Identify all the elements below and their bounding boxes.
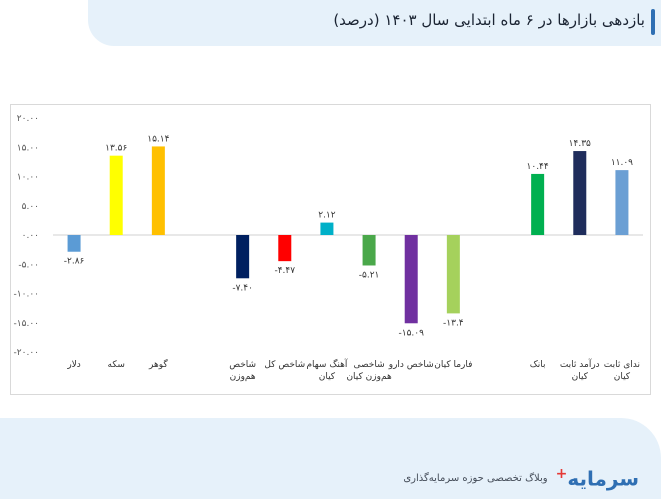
x-category-label: شاخص کل [264,360,305,370]
y-tick-label: ۵.۰۰ [22,202,39,212]
y-tick-label: -۲۰.۰۰ [14,348,39,358]
x-category-label: درآمد ثابت [560,358,600,370]
x-category-label: فارما کیان [434,360,472,370]
footer-brand: سرمایه+ وبلاگ تخصصی حوزه سرمایه‌گذاری [403,466,639,491]
x-category-label: ندای ثابت [604,360,640,370]
data-label: -۱۵.۰۹ [398,328,424,338]
data-label: ۱۵.۱۴ [147,134,169,144]
data-label: -۵.۲۱ [359,270,380,280]
data-label: ۱۱.۰۹ [611,158,633,168]
y-tick-label: ۱۵.۰۰ [17,143,39,153]
footer-banner [0,418,661,499]
bar [404,235,418,324]
brand-logo-text: سرمایه [567,466,639,491]
data-label: -۷.۴۰ [232,283,253,293]
y-tick-label: ۱۰.۰۰ [17,173,39,183]
bar [109,155,123,235]
bar [67,235,81,252]
data-label: ۱۴.۳۵ [569,139,591,149]
chart-frame: ۲۰.۰۰ ۱۵.۰۰ ۱۰.۰۰ ۵.۰۰ ۰.۰۰ -۵.۰۰ -۱۰.۰۰ -۱۵.۰۰… [10,104,651,395]
data-label: ۱۰.۴۴ [527,162,549,172]
x-category-label: بانک [530,360,546,370]
x-category-label: گوهر [148,358,168,370]
y-tick-label: -۱۰.۰۰ [14,290,39,300]
bar [236,235,250,279]
brand-logo[interactable]: سرمایه+ [556,466,639,491]
page-title: بازدهی بازارها در ۶ ماه ابتدایی سال ۱۴۰۳… [333,11,645,29]
bar [531,173,545,235]
bar [362,235,376,266]
data-label: ۱۳.۵۶ [105,144,127,154]
x-category-label: سکه [108,360,125,370]
x-category-label: کیان [614,372,631,382]
header-banner: بازدهی بازارها در ۶ ماه ابتدایی سال ۱۴۰۳… [88,0,661,46]
y-tick-label: -۱۵.۰۰ [14,319,39,329]
x-category-label: کیان [319,372,336,382]
brand-plus-icon: + [555,466,568,482]
bar-chart: ۲۰.۰۰ ۱۵.۰۰ ۱۰.۰۰ ۵.۰۰ ۰.۰۰ -۵.۰۰ -۱۰.۰۰ -۱۵.۰۰… [14,114,643,382]
x-category-label: هم‌وزن کیان [346,372,392,382]
bar [151,146,165,235]
x-category-label: دلار [66,360,81,370]
x-category-label: کیان [572,372,589,382]
data-label: ۲.۱۲ [318,211,336,221]
brand-tagline: وبلاگ تخصصی حوزه سرمایه‌گذاری [403,472,548,484]
x-category-label: شاخص [229,360,256,370]
x-category-label: آهنگ سهام [306,358,347,370]
data-label: -۴.۴۷ [274,266,295,276]
bar [573,151,587,235]
data-label: -۱۳.۴ [443,318,464,328]
header-accent-bar [651,9,655,35]
bar [320,222,334,235]
y-tick-label: ۰.۰۰ [22,231,39,241]
y-tick-label: ۲۰.۰۰ [17,114,39,124]
x-category-label: هم‌وزن [230,372,256,382]
data-label: -۲.۸۶ [64,257,85,267]
bar [615,170,629,235]
y-tick-label: -۵.۰۰ [18,260,39,270]
bar [278,235,292,262]
bar [446,235,460,314]
x-category-label: شاخصی [353,360,384,370]
x-category-label: شاخص دارو [388,360,434,370]
